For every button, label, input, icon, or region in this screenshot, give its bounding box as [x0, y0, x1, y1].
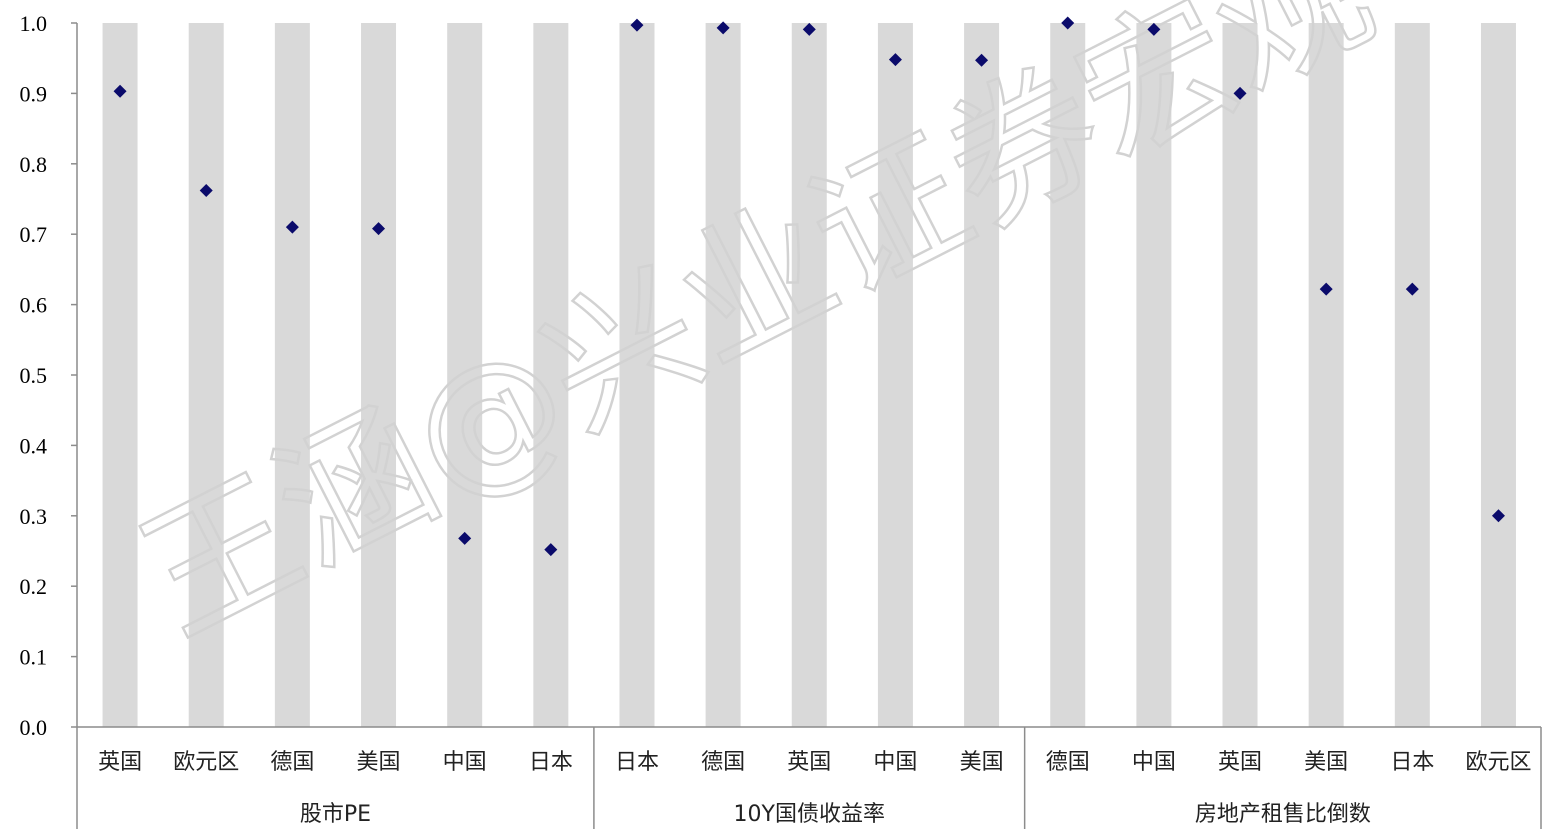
- y-tick-label: 0.2: [20, 574, 48, 599]
- x-category-label: 日本: [1390, 750, 1434, 775]
- y-tick-label: 0.7: [20, 222, 48, 247]
- axes: [71, 22, 1542, 829]
- data-point: [199, 184, 213, 198]
- y-tick-label: 0.3: [20, 504, 48, 529]
- y-tick-label: 1.0: [20, 11, 48, 36]
- y-tick-label: 0.5: [20, 363, 48, 388]
- x-category-label: 美国: [960, 750, 1004, 775]
- data-point: [1319, 282, 1333, 296]
- data-point: [1061, 16, 1075, 30]
- background-bar: [1222, 23, 1258, 727]
- background-bar: [877, 23, 913, 727]
- x-category-label: 英国: [787, 750, 831, 775]
- data-points: [113, 16, 1505, 557]
- x-category-label: 中国: [443, 750, 487, 775]
- background-bar: [274, 23, 310, 727]
- background-bar: [1050, 23, 1086, 727]
- data-point: [630, 18, 644, 32]
- x-category-label: 德国: [701, 750, 745, 775]
- x-category-label: 英国: [1218, 750, 1262, 775]
- data-point: [1233, 86, 1247, 100]
- background-bar: [102, 23, 138, 727]
- background-bar: [964, 23, 1000, 727]
- x-category-label: 美国: [1304, 750, 1348, 775]
- x-category-label: 美国: [357, 750, 401, 775]
- background-bar: [533, 23, 569, 727]
- x-category-label: 英国: [98, 750, 142, 775]
- data-point: [458, 531, 472, 545]
- y-tick-label: 0.1: [20, 645, 48, 670]
- data-point: [285, 220, 299, 234]
- labels: 0.0 0.1 0.2 0.3 0.4 0.5 0.6 0.7 0.8 0.9 1.0 英国 欧元区 德国…: [20, 11, 1532, 827]
- background-bar: [1394, 23, 1430, 727]
- x-category-label: 日本: [529, 750, 573, 775]
- background-bar: [188, 23, 224, 727]
- data-point: [1405, 282, 1419, 296]
- background-bar: [1480, 23, 1516, 727]
- y-tick-label: 0.9: [20, 81, 48, 106]
- x-group-label: 房地产租售比倒数: [1195, 802, 1371, 827]
- data-point: [113, 84, 127, 98]
- data-point: [1491, 509, 1505, 523]
- data-point: [716, 21, 730, 35]
- x-category-label: 中国: [1132, 750, 1176, 775]
- data-point: [1147, 22, 1161, 36]
- background-bar: [619, 23, 655, 727]
- data-point: [372, 222, 386, 236]
- x-group-label: 股市PE: [300, 802, 371, 827]
- x-category-label: 中国: [873, 750, 917, 775]
- y-tick-label: 0.4: [20, 433, 48, 458]
- background-bars: [102, 23, 1516, 727]
- background-bar: [791, 23, 827, 727]
- y-tick-label: 0.0: [20, 715, 48, 740]
- x-category-label: 欧元区: [1465, 750, 1531, 775]
- x-category-label: 德国: [270, 750, 314, 775]
- background-bar: [447, 23, 483, 727]
- x-category-label: 欧元区: [173, 750, 239, 775]
- x-category-label: 德国: [1046, 750, 1090, 775]
- data-point: [975, 53, 989, 67]
- x-category-label: 日本: [615, 750, 659, 775]
- background-bar: [1308, 23, 1344, 727]
- y-tick-label: 0.6: [20, 293, 48, 318]
- background-bar: [705, 23, 741, 727]
- data-point: [888, 53, 902, 67]
- y-tick-label: 0.8: [20, 152, 48, 177]
- data-point: [802, 22, 816, 36]
- data-point: [544, 543, 558, 557]
- background-bar: [361, 23, 397, 727]
- x-group-label: 10Y国债收益率: [734, 802, 885, 827]
- background-bar: [1136, 23, 1172, 727]
